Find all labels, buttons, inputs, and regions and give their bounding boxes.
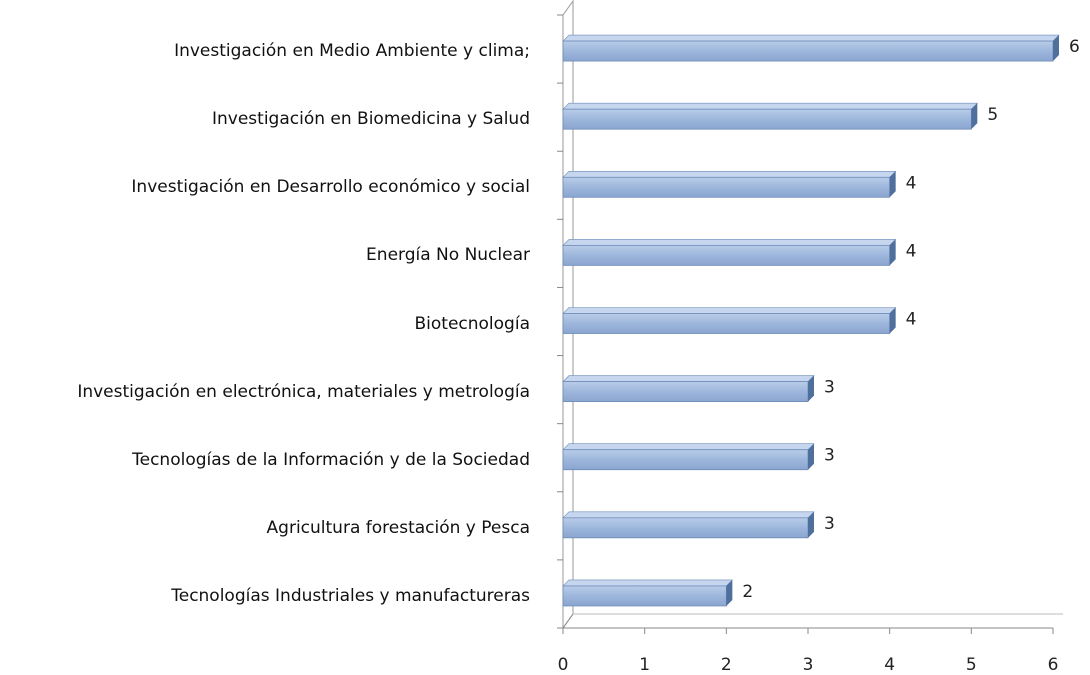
data-label: 4 (906, 173, 917, 193)
data-label: 3 (824, 514, 835, 534)
bar-top (562, 34, 1060, 42)
x-tick-label: 0 (558, 655, 569, 675)
bar-side (808, 511, 814, 538)
x-tick-label: 5 (966, 655, 977, 675)
bar-top (562, 102, 979, 110)
x-tick-label: 3 (803, 655, 814, 675)
category-label: Tecnologías de la Información y de la So… (132, 449, 530, 470)
category-label: Energía No Nuclear (366, 245, 530, 266)
bar (562, 239, 897, 266)
data-label: 6 (1069, 37, 1080, 57)
bar (562, 579, 734, 607)
category-label: Tecnologías Industriales y manufacturera… (171, 585, 530, 606)
x-tick-label: 1 (639, 655, 650, 675)
data-label: 4 (906, 310, 917, 330)
category-label: Biotecnología (414, 313, 531, 334)
bar-top (562, 511, 815, 519)
bar-face (562, 244, 891, 266)
category-label: Investigación en Biomedicina y Salud (212, 109, 530, 130)
bar (562, 443, 815, 471)
data-label: 3 (824, 446, 835, 466)
bar-side (726, 579, 733, 606)
data-label: 4 (906, 241, 917, 261)
bar-face (562, 585, 727, 607)
x-tick-label: 6 (1048, 655, 1059, 675)
bar-side (808, 443, 814, 470)
x-tick-label: 4 (884, 655, 895, 675)
bar (562, 102, 979, 130)
bar-side (971, 103, 978, 130)
category-label: Investigación en electrónica, materiales… (77, 381, 530, 402)
category-label: Investigación en Medio Ambiente y clima; (174, 41, 530, 62)
bar-top (562, 307, 897, 314)
bar-top (562, 579, 734, 587)
bar-side (889, 171, 896, 198)
x-tick-label: 2 (721, 655, 732, 675)
bar-side (808, 375, 814, 402)
bar-top (562, 375, 815, 382)
category-label: Agricultura forestación y Pesca (266, 517, 530, 538)
bar-top (562, 170, 897, 178)
data-label: 3 (824, 378, 835, 398)
bar (562, 34, 1060, 62)
bar-face (562, 517, 809, 539)
bar-face (562, 449, 809, 471)
data-label: 5 (987, 105, 998, 125)
bar-top (562, 239, 897, 246)
bar-face (562, 176, 891, 198)
bar-face (562, 313, 891, 334)
bar-face (562, 108, 972, 130)
bar (562, 170, 897, 198)
category-label: Investigación en Desarrollo económico y … (131, 177, 530, 198)
data-label: 2 (742, 582, 753, 602)
bar-face (562, 381, 809, 403)
bar-side (889, 239, 896, 266)
bar (562, 511, 815, 539)
bar (562, 375, 815, 403)
axis-line (562, 613, 574, 629)
bar-face (562, 40, 1054, 62)
bar-side (1053, 35, 1059, 62)
bar (562, 307, 897, 334)
bar-side (889, 307, 896, 334)
bar-top (562, 443, 815, 451)
